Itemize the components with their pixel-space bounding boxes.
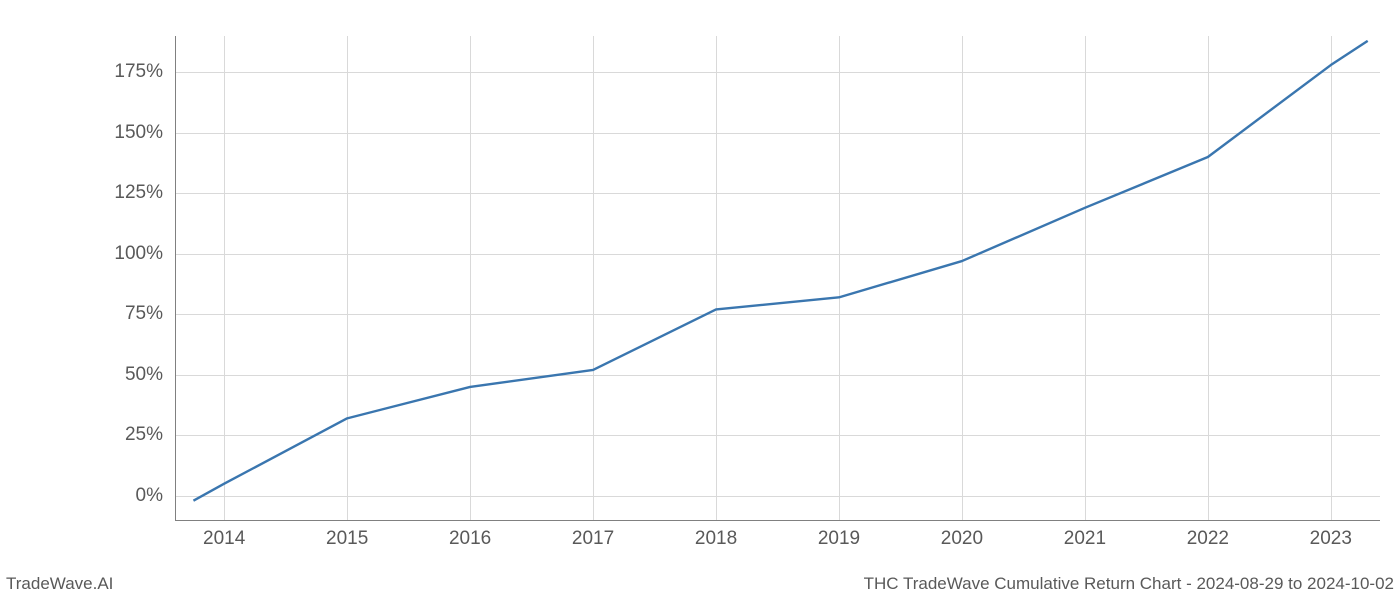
x-tick-label: 2015 (326, 528, 368, 550)
y-tick-label: 175% (0, 61, 163, 83)
x-tick-label: 2014 (203, 528, 245, 550)
y-tick-label: 50% (0, 364, 163, 386)
footer-caption: THC TradeWave Cumulative Return Chart - … (864, 574, 1394, 594)
plot-area (175, 36, 1380, 520)
y-tick-label: 100% (0, 243, 163, 265)
y-tick-label: 0% (0, 485, 163, 507)
x-tick-label: 2018 (695, 528, 737, 550)
x-tick-label: 2019 (818, 528, 860, 550)
x-tick-label: 2017 (572, 528, 614, 550)
x-axis (175, 520, 1380, 521)
y-axis (175, 36, 176, 520)
cumulative-return-chart: 0% 25% 50% 75% 100% 125% 150% 175% 2014 2015 2016… (0, 0, 1400, 600)
return-line (193, 41, 1367, 501)
x-tick-label: 2022 (1187, 528, 1229, 550)
line-series (175, 36, 1380, 520)
y-tick-label: 125% (0, 182, 163, 204)
y-tick-label: 150% (0, 122, 163, 144)
y-tick-label: 75% (0, 303, 163, 325)
y-tick-label: 25% (0, 424, 163, 446)
x-tick-label: 2021 (1064, 528, 1106, 550)
footer-source: TradeWave.AI (6, 574, 113, 594)
x-tick-label: 2020 (941, 528, 983, 550)
x-tick-label: 2016 (449, 528, 491, 550)
x-tick-label: 2023 (1310, 528, 1352, 550)
